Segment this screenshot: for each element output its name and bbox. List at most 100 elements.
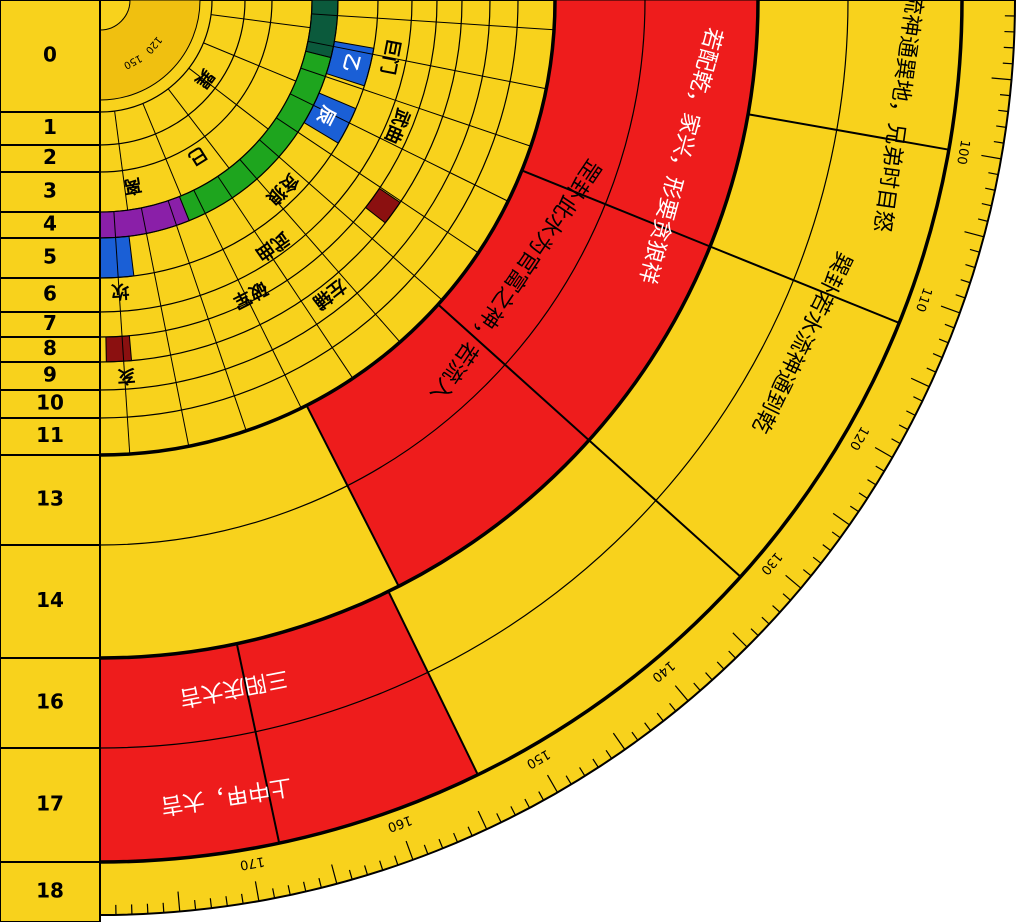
degree-tick	[1003, 46, 1014, 49]
divider	[115, 237, 119, 278]
divider	[330, 154, 360, 174]
divider	[363, 88, 396, 101]
degree-tick	[477, 810, 488, 830]
divider	[236, 104, 269, 130]
degree-tick	[802, 569, 812, 577]
divider	[747, 113, 950, 151]
divider	[123, 361, 127, 390]
divider	[517, 26, 555, 31]
divider	[436, 21, 462, 25]
divider	[175, 382, 183, 411]
degree-tick	[438, 838, 444, 849]
divider	[256, 178, 284, 210]
degree-tick	[631, 731, 639, 741]
divider	[338, 271, 358, 294]
row-label: 10	[36, 391, 64, 415]
divider	[113, 211, 117, 238]
row-label: 16	[36, 690, 64, 714]
degree-tick	[898, 424, 909, 431]
degree-tick	[996, 125, 1007, 128]
divider	[359, 172, 381, 188]
divider	[449, 172, 476, 186]
row-cell	[0, 237, 101, 279]
ring-border	[99, 0, 519, 419]
divider	[254, 230, 274, 260]
row-cell	[0, 747, 101, 863]
divider	[405, 60, 431, 67]
divider	[353, 221, 373, 240]
ring-sector	[105, 335, 133, 363]
row-cell	[0, 389, 101, 419]
divider	[272, 259, 288, 281]
degree-tick	[960, 279, 971, 284]
ring-border	[99, 0, 557, 457]
degree-tick	[146, 903, 149, 914]
divider	[308, 182, 335, 207]
divider	[521, 169, 711, 248]
divider	[126, 417, 131, 455]
divider	[482, 75, 511, 83]
degree-tick	[693, 682, 701, 691]
divider	[413, 275, 443, 301]
divider	[243, 18, 271, 23]
degree-tick	[716, 661, 725, 670]
row-label: 4	[43, 212, 57, 236]
divider	[430, 65, 456, 72]
degree-tick	[993, 140, 1004, 144]
divider	[316, 323, 333, 348]
divider	[193, 189, 206, 214]
degree-tick	[944, 323, 955, 329]
degree-tick	[875, 465, 885, 472]
divider	[411, 19, 437, 23]
divider	[270, 21, 311, 29]
divider	[424, 159, 451, 173]
divider	[402, 148, 425, 161]
divider	[387, 590, 479, 776]
degree-tick	[858, 492, 868, 499]
divider	[588, 439, 742, 578]
divider	[167, 200, 177, 226]
degree-tick	[1002, 62, 1013, 65]
divider	[418, 107, 443, 117]
divider	[278, 156, 310, 184]
divider	[334, 205, 354, 223]
divider	[392, 256, 415, 276]
degree-tick	[782, 593, 791, 601]
degree-tick	[177, 891, 181, 912]
degree-tick	[761, 616, 770, 625]
ring-label: 离	[122, 174, 144, 199]
divider	[165, 330, 172, 356]
divider	[204, 136, 230, 169]
degree-tick	[991, 77, 1012, 81]
degree-tick	[467, 826, 473, 837]
divider	[165, 158, 182, 197]
divider	[233, 395, 247, 432]
divider	[321, 253, 340, 273]
divider	[142, 103, 156, 135]
divider	[375, 313, 401, 343]
ring-border	[99, 0, 246, 146]
degree-tick	[656, 712, 664, 722]
degree-tick	[822, 544, 832, 552]
degree-tick	[874, 446, 893, 459]
degree-tick	[302, 881, 307, 892]
divider	[217, 175, 233, 199]
divider	[356, 292, 376, 315]
degree-tick	[565, 775, 572, 785]
ring-border	[99, 0, 646, 546]
degree-tick	[772, 605, 781, 613]
degree-tick	[732, 632, 748, 648]
row-label: 9	[43, 363, 57, 387]
divider	[289, 93, 314, 106]
degree-tick	[394, 855, 399, 866]
row-label: 1	[43, 115, 57, 139]
degree-tick	[910, 377, 930, 388]
row-label: 0	[43, 43, 57, 67]
divider	[284, 374, 302, 409]
degree-tick	[728, 650, 737, 659]
divider	[469, 124, 496, 135]
degree-tick	[867, 479, 877, 486]
degree-tick	[891, 438, 901, 445]
degree-tick	[209, 898, 213, 909]
ring-label: 亥	[117, 364, 136, 387]
